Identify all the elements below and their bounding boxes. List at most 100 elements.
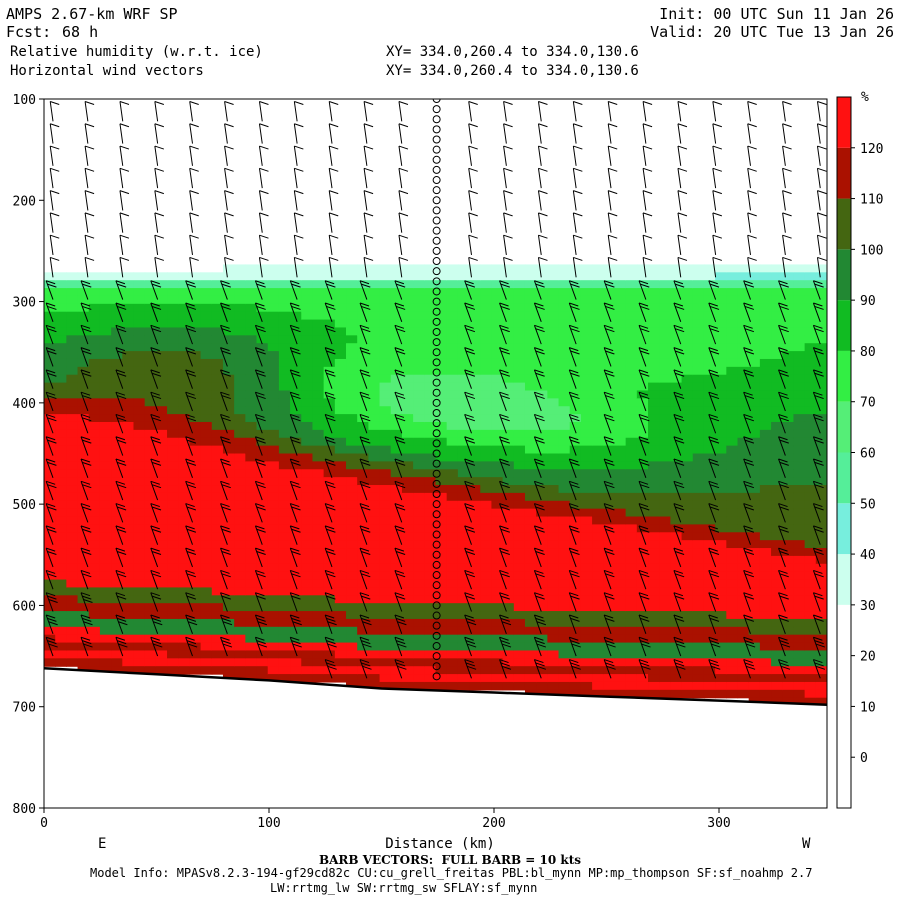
rh-cell	[547, 500, 560, 510]
wind-barb-flag	[291, 551, 301, 556]
rh-cell	[614, 445, 627, 455]
wind-barb-flag	[294, 256, 304, 261]
rh-cell	[524, 626, 537, 636]
rh-cell	[648, 485, 660, 494]
rh-cell	[211, 382, 224, 392]
rh-cell	[636, 681, 649, 691]
rh-cell	[111, 540, 123, 549]
wind-barb-flag	[605, 484, 615, 489]
wind-barb-flag	[116, 305, 127, 310]
rh-cell	[312, 280, 325, 289]
rh-cell	[200, 555, 213, 565]
wind-barb-flag	[570, 283, 580, 288]
rh-cell	[748, 540, 761, 549]
wind-barb	[464, 414, 472, 434]
rh-cell	[737, 681, 750, 691]
rh-cell	[256, 414, 269, 423]
rh-cell	[323, 398, 336, 407]
rh-cell	[222, 634, 235, 644]
calm-wind-circle	[432, 591, 441, 600]
wind-barb-flag	[190, 79, 199, 82]
rh-cell	[659, 398, 671, 407]
rh-cell	[457, 626, 470, 636]
rh-cell	[222, 429, 235, 439]
rh-cell	[726, 642, 739, 652]
rh-cell	[614, 681, 627, 691]
wind-barb-flag	[499, 458, 509, 463]
wind-barb-flag	[361, 395, 371, 400]
rh-cell	[759, 516, 772, 525]
wind-barb-flag	[220, 525, 230, 530]
rh-cell	[748, 288, 761, 297]
rh-cell	[77, 587, 90, 596]
rh-cell	[603, 650, 616, 659]
wind-barb	[394, 458, 403, 478]
rh-cell	[446, 524, 459, 533]
rh-cell	[569, 335, 582, 344]
wind-barb-flag	[394, 503, 405, 508]
rh-cell	[737, 579, 750, 589]
rh-cell	[144, 343, 157, 352]
rh-cell	[178, 516, 191, 525]
rh-cell	[99, 343, 112, 352]
rh-cell	[323, 674, 336, 683]
rh-cell	[502, 650, 515, 659]
wind-barb-flag	[221, 439, 231, 444]
rh-cell	[167, 319, 179, 329]
rh-cell	[491, 414, 504, 423]
rh-cell	[648, 532, 660, 541]
wind-barb-flag	[534, 280, 544, 285]
rh-cell	[334, 532, 347, 541]
rh-cell	[44, 406, 56, 415]
rh-cell	[469, 358, 481, 368]
wind-barb-flag	[82, 395, 92, 400]
rh-cell	[759, 666, 772, 675]
wind-barb-flag	[84, 123, 95, 128]
wind-barb	[52, 99, 53, 100]
wind-barb-flag	[604, 525, 614, 530]
rh-cell	[737, 374, 750, 384]
rh-cell	[547, 366, 560, 376]
rh-cell	[234, 303, 246, 313]
rh-cell	[759, 555, 772, 565]
rh-cell	[715, 469, 727, 478]
rh-cell	[748, 650, 761, 659]
rh-cell	[346, 295, 358, 305]
rh-cell	[815, 485, 827, 494]
rh-cell	[480, 524, 493, 533]
wind-barb-flag	[115, 503, 126, 508]
rh-cell	[44, 492, 56, 502]
rh-cell	[401, 611, 414, 620]
rh-cell	[726, 406, 739, 415]
rh-cell	[480, 453, 493, 462]
rh-cell	[167, 311, 179, 321]
wind-barb	[499, 547, 507, 568]
rh-cell	[401, 303, 414, 313]
rh-cell	[55, 477, 67, 486]
rh-cell	[346, 335, 358, 344]
rh-cell	[55, 595, 67, 604]
wind-barb-flag	[571, 643, 581, 648]
wind-barb-flag	[570, 662, 580, 667]
rh-cell	[480, 666, 493, 675]
wind-barb	[607, 101, 612, 122]
rh-cell	[592, 469, 604, 478]
rh-cell	[122, 587, 135, 596]
wind-barb-flag	[185, 592, 195, 597]
rh-cell	[368, 650, 381, 659]
calm-wind-circle	[432, 307, 441, 316]
wind-barb	[359, 570, 368, 590]
rh-cell	[793, 429, 806, 439]
rh-cell	[88, 485, 101, 494]
rh-cell	[256, 421, 269, 431]
rh-cell	[278, 295, 291, 305]
rh-cell	[144, 532, 157, 541]
rh-cell	[703, 406, 716, 415]
rh-cell	[524, 681, 537, 691]
wind-barb	[254, 347, 263, 367]
rh-cell	[99, 579, 112, 589]
rh-cell	[368, 516, 381, 525]
rh-cell	[748, 358, 761, 368]
wind-barb-flag	[115, 569, 126, 574]
rh-cell	[424, 516, 437, 525]
